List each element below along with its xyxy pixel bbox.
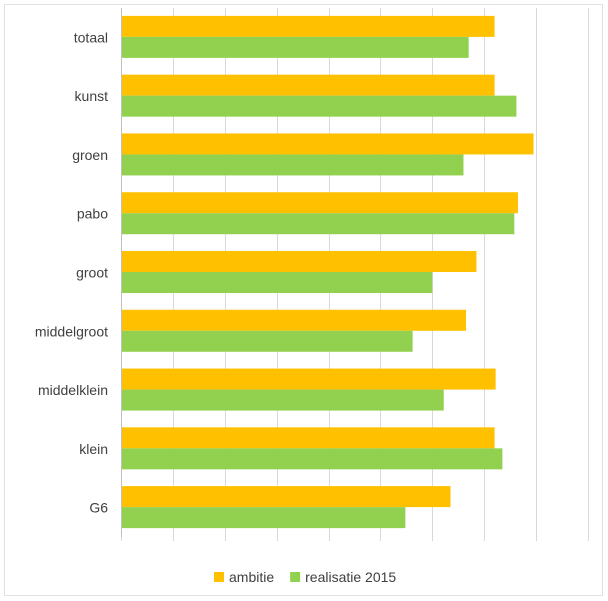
bar-realisatie-pabo (122, 213, 515, 235)
bar-realisatie-totaal (122, 36, 469, 58)
category-label: groen (72, 147, 108, 163)
category-label: G6 (89, 500, 108, 516)
category-labels: totaal kunst groen pabo groot middelgroot midd… (35, 29, 108, 515)
legend-swatch (290, 572, 301, 582)
bar-ambitie-middelgroot (122, 309, 467, 331)
bar-ambitie-pabo (122, 192, 518, 214)
category-label: pabo (77, 206, 108, 222)
bar-realisatie-groen (122, 154, 464, 176)
legend-label: ambitie (229, 569, 274, 585)
category-label: middelklein (38, 382, 108, 398)
legend-swatch (214, 572, 224, 582)
category-label: middelgroot (35, 323, 108, 339)
bar-realisatie-middelgroot (122, 330, 413, 352)
bar-ambitie-klein (122, 427, 495, 449)
bar-ambitie-groen (122, 133, 534, 155)
category-label: klein (79, 441, 108, 457)
bar-realisatie-klein (122, 448, 503, 470)
bars (122, 15, 534, 529)
bar-realisatie-groot (122, 272, 433, 293)
bar-realisatie-kunst (122, 95, 517, 117)
legend: ambitie realisatie 2015 (214, 569, 396, 585)
category-label: kunst (75, 88, 109, 104)
legend-label: realisatie 2015 (305, 569, 396, 585)
bar-ambitie-G6 (122, 486, 451, 508)
category-label: totaal (74, 29, 108, 45)
bar-realisatie-middelklein (122, 389, 444, 411)
bar-ambitie-groot (122, 251, 477, 272)
bar-ambitie-kunst (122, 74, 495, 96)
bar-ambitie-middelklein (122, 368, 496, 390)
category-label: groot (76, 265, 108, 281)
bar-realisatie-G6 (122, 507, 406, 529)
bar-ambitie-totaal (122, 15, 495, 37)
